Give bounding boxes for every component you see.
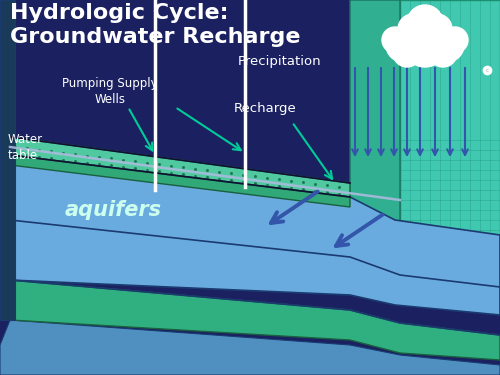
Circle shape — [407, 5, 443, 41]
Circle shape — [398, 14, 428, 44]
Text: Groundwater Recharge: Groundwater Recharge — [10, 27, 300, 47]
Text: Water
table: Water table — [8, 133, 43, 162]
Polygon shape — [10, 155, 500, 315]
Circle shape — [393, 39, 421, 67]
Circle shape — [442, 27, 468, 53]
Text: Pumping Supply
Wells: Pumping Supply Wells — [62, 77, 158, 106]
Polygon shape — [10, 155, 350, 207]
Polygon shape — [0, 0, 15, 320]
Text: Hydrologic Cycle:: Hydrologic Cycle: — [10, 3, 228, 23]
Text: Precipitation: Precipitation — [238, 55, 322, 68]
Polygon shape — [400, 0, 500, 280]
Text: Recharge: Recharge — [234, 102, 296, 115]
Polygon shape — [0, 320, 500, 375]
Circle shape — [403, 23, 447, 67]
Circle shape — [422, 14, 452, 44]
Circle shape — [382, 27, 408, 53]
Circle shape — [430, 28, 464, 62]
Polygon shape — [10, 280, 500, 360]
Polygon shape — [10, 220, 500, 315]
Circle shape — [386, 28, 420, 62]
Polygon shape — [350, 0, 400, 280]
Circle shape — [429, 39, 457, 67]
Polygon shape — [10, 137, 350, 197]
Text: c: c — [486, 68, 488, 72]
Text: aquifers: aquifers — [65, 200, 162, 220]
